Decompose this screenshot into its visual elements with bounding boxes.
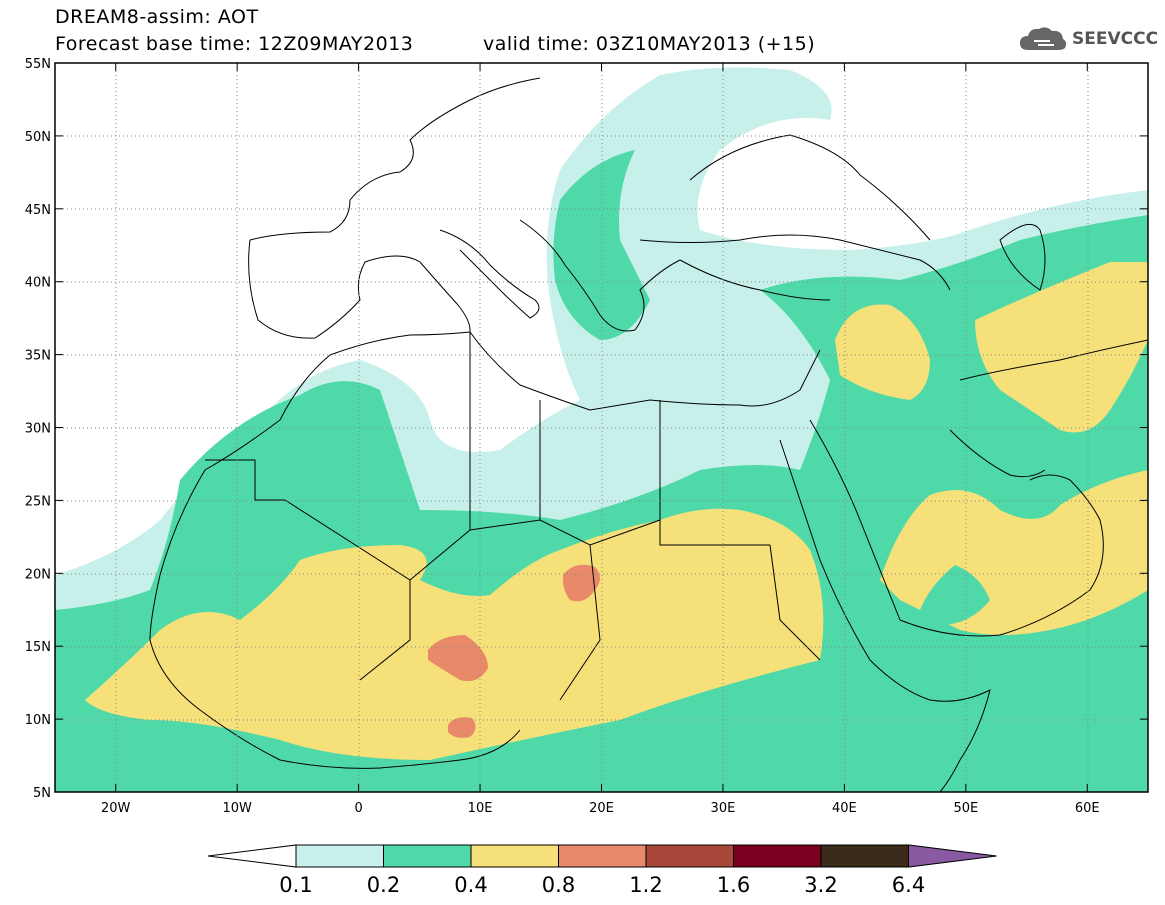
- map-title: DREAM8-assim: AOT: [55, 6, 259, 28]
- lat-label: 55N: [25, 57, 51, 72]
- colorbar-label: 1.2: [629, 873, 662, 897]
- colorbar-segment: [295, 844, 384, 868]
- lon-label: 50E: [953, 801, 978, 816]
- lon-label: 0: [354, 801, 362, 816]
- longitude-labels: 20W 10W 0 10E 20E 30E 40E 50E 60E: [101, 801, 1100, 816]
- latitude-labels: 55N 50N 45N 40N 35N 30N 25N 20N 15N 10N 5N: [25, 57, 51, 801]
- colorbar-segment: [470, 844, 559, 868]
- colorbar-label: 0.2: [367, 873, 400, 897]
- coastlines-borders: [149, 77, 1148, 792]
- lat-label: 45N: [25, 203, 51, 218]
- colorbar-segment: [733, 844, 822, 868]
- lat-label: 20N: [25, 567, 51, 582]
- lon-label: 10W: [222, 801, 252, 816]
- colorbar-label: 0.8: [542, 873, 575, 897]
- lat-label: 25N: [25, 494, 51, 509]
- axis-ticks: [55, 62, 1148, 793]
- colorbar-label: 0.1: [279, 873, 312, 897]
- lat-label: 40N: [25, 276, 51, 291]
- colorbar-label: 3.2: [804, 873, 837, 897]
- lon-label: 40E: [832, 801, 857, 816]
- colorbar: [207, 844, 997, 868]
- lat-label: 50N: [25, 130, 51, 145]
- valid-time: valid time: 03Z10MAY2013 (+15): [483, 33, 816, 55]
- lon-label: 60E: [1075, 801, 1100, 816]
- colorbar-segment: [383, 844, 472, 868]
- colorbar-label: 0.4: [454, 873, 487, 897]
- aot-contour-0.4-iraq: [835, 304, 930, 400]
- lon-label: 20E: [589, 801, 614, 816]
- lon-label: 10E: [468, 801, 493, 816]
- colorbar-over-arrow: [908, 844, 997, 868]
- cloud-icon: [1020, 27, 1067, 50]
- lat-label: 30N: [25, 422, 51, 437]
- lon-label: 20W: [101, 801, 131, 816]
- colorbar-segment: [558, 844, 647, 868]
- lat-label: 5N: [33, 786, 51, 801]
- colorbar-label: 1.6: [717, 873, 750, 897]
- lon-label: 30E: [711, 801, 736, 816]
- colorbar-label: 6.4: [892, 873, 925, 897]
- colorbar-labels: 0.1 0.2 0.4 0.8 1.2 1.6 3.2 6.4: [279, 873, 925, 897]
- aot-contour-0.8-nigeria: [448, 717, 476, 738]
- aot-contour-0.4: [85, 508, 824, 760]
- graticule: [55, 63, 1148, 792]
- colorbar-segment: [820, 844, 909, 868]
- lat-label: 10N: [25, 713, 51, 728]
- forecast-base-time: Forecast base time: 12Z09MAY2013: [55, 33, 414, 55]
- aot-contour-0.2-balkans: [553, 150, 650, 340]
- aot-contour-0.2-arabia-hole: [920, 565, 990, 625]
- logo-text: SEEVCCC: [1072, 29, 1159, 49]
- aot-contour-0.4-iran: [975, 262, 1148, 433]
- lat-label: 35N: [25, 349, 51, 364]
- seevccc-logo: SEEVCCC: [1018, 22, 1158, 56]
- lat-label: 15N: [25, 640, 51, 655]
- colorbar-segment: [645, 844, 734, 868]
- aot-contour-0.8-chad: [562, 564, 600, 602]
- colorbar-under-arrow: [207, 844, 297, 868]
